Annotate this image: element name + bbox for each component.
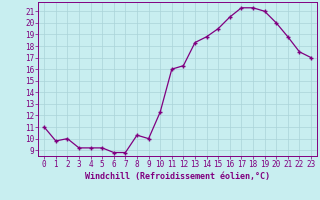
X-axis label: Windchill (Refroidissement éolien,°C): Windchill (Refroidissement éolien,°C)	[85, 172, 270, 181]
